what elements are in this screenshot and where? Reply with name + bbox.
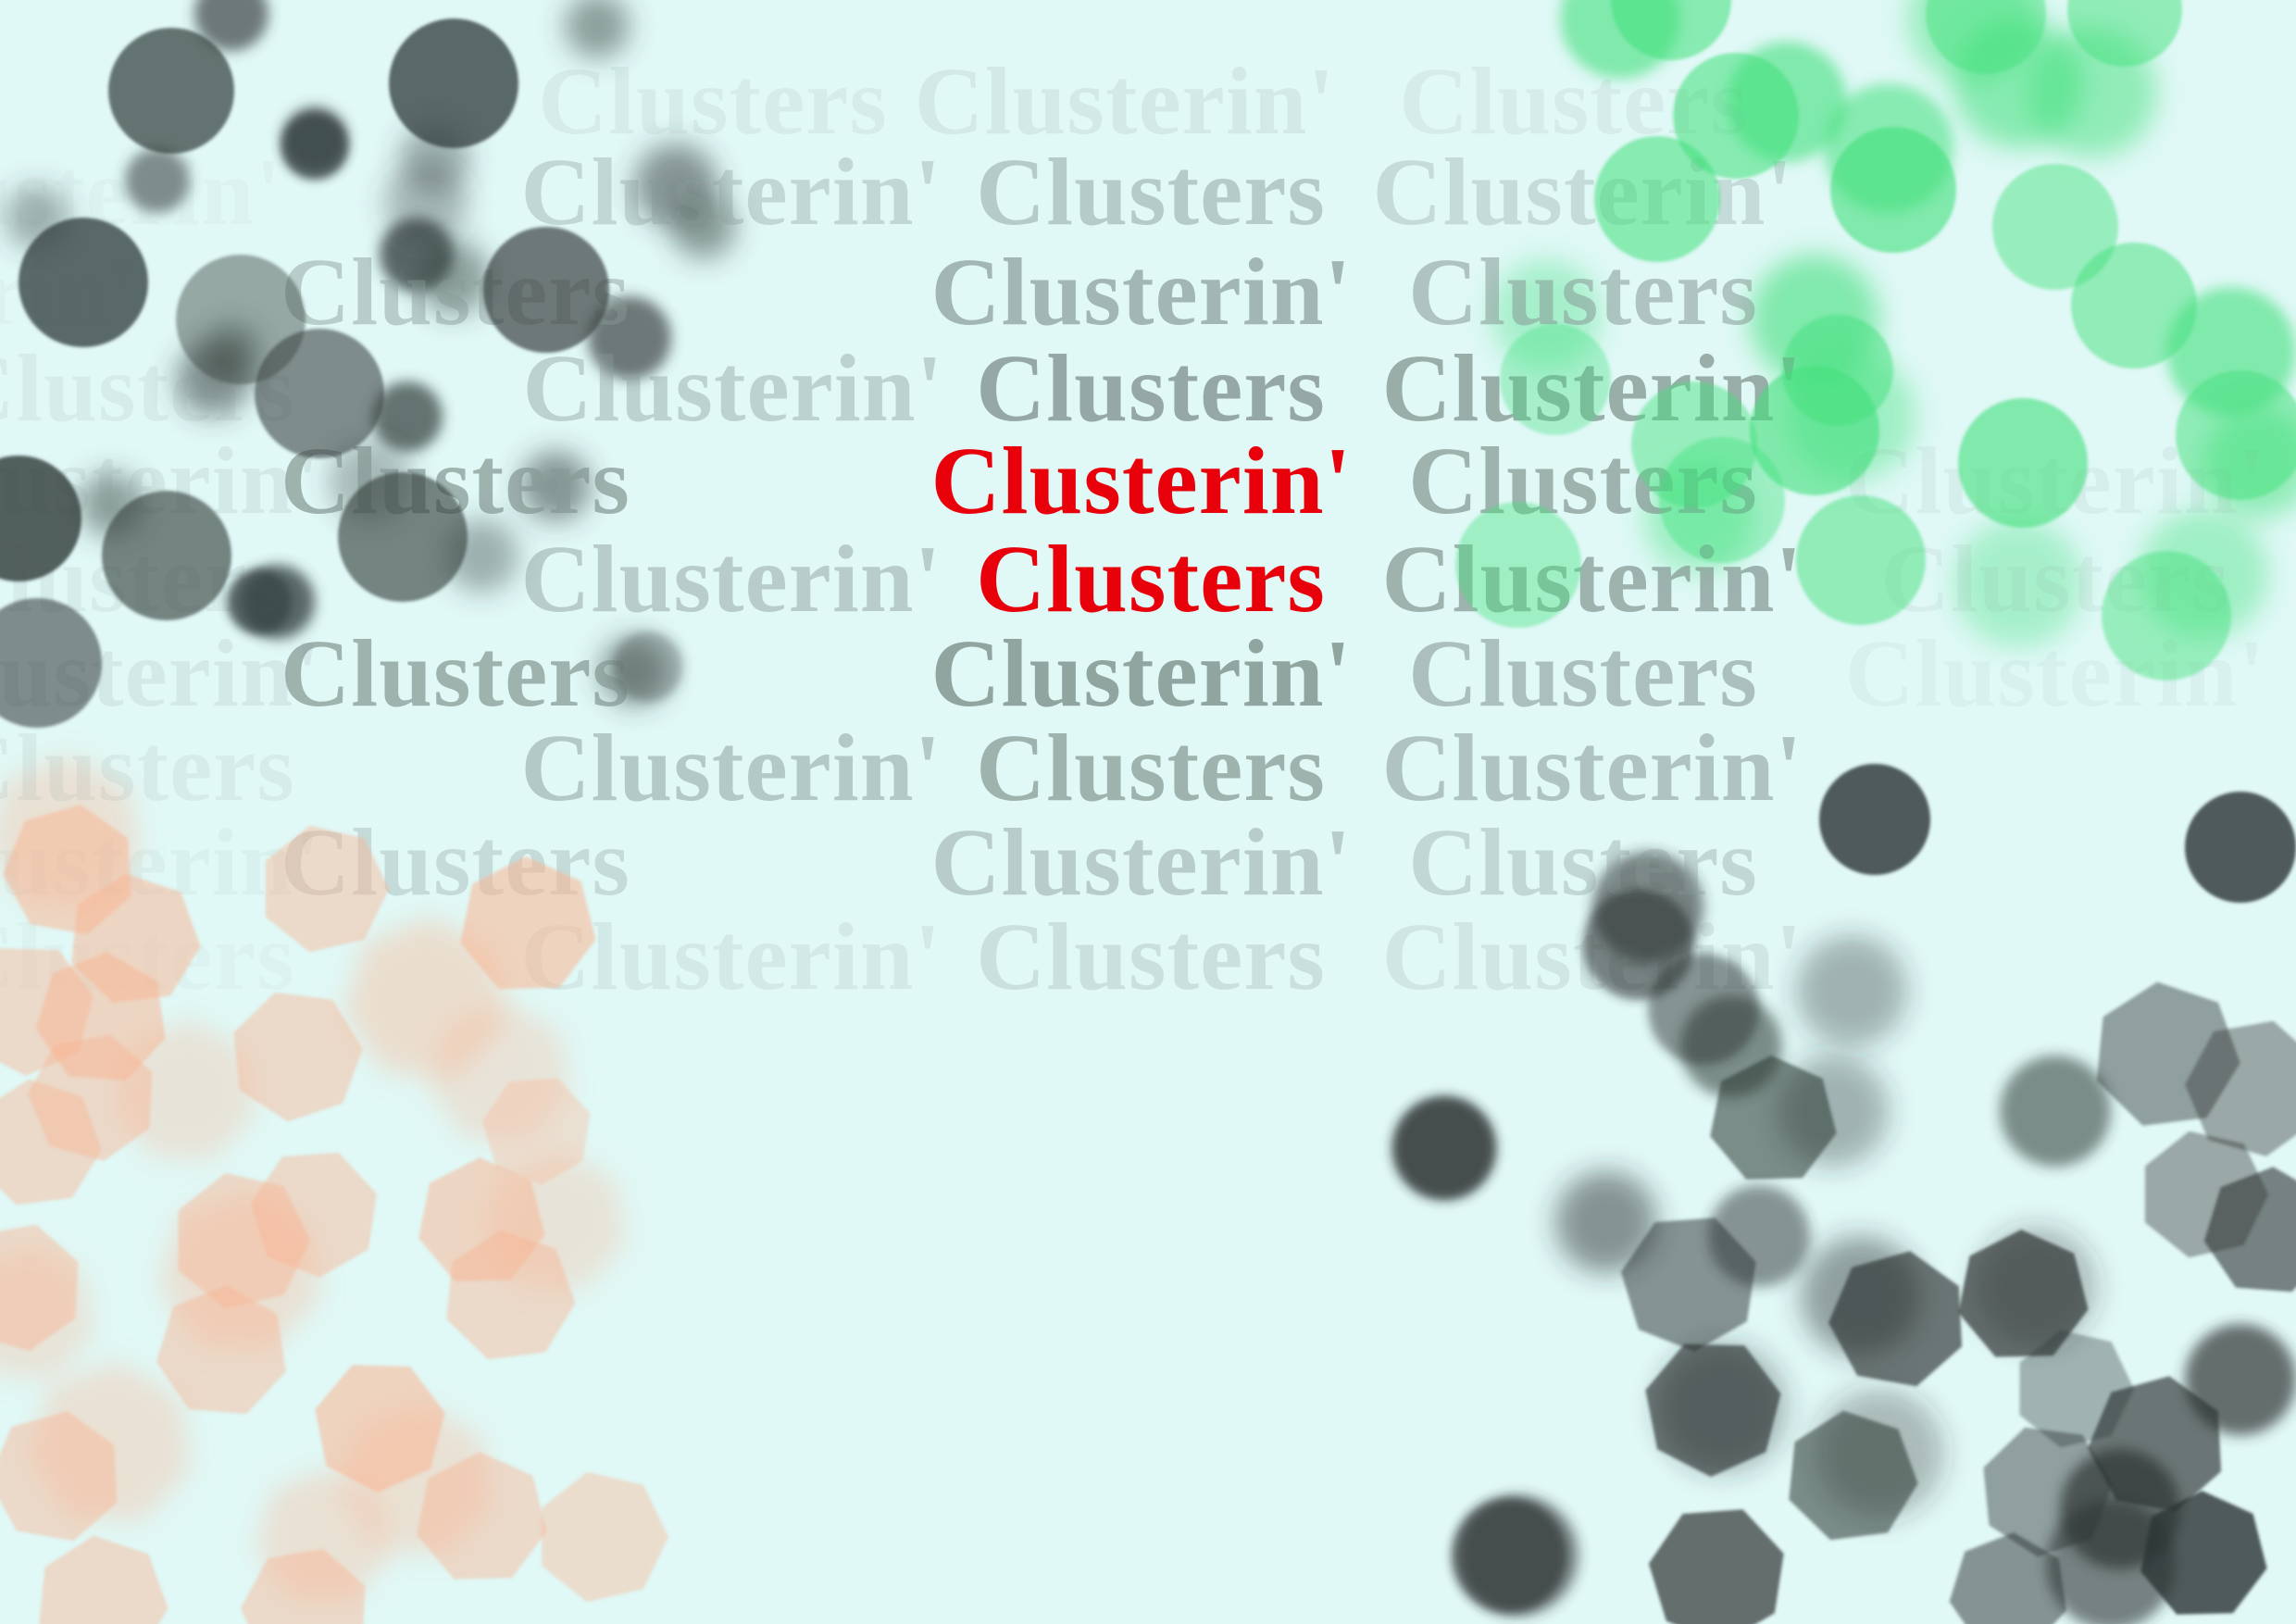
faded-word: Clusters (538, 48, 888, 155)
faded-word: Clusterin' (1381, 904, 1803, 1010)
faded-word: Clusters (1408, 620, 1758, 727)
faded-word: Clusterin' (1844, 620, 2266, 727)
faded-word: Clusters (281, 809, 630, 916)
faded-word: Clusterin' (0, 428, 322, 534)
faded-word: Clusterin' (0, 239, 137, 345)
faded-word: Clusters (0, 715, 295, 821)
faded-word: Clusterin' (520, 715, 942, 821)
faded-word: Clusters (1399, 48, 1749, 155)
faded-word: Clusterin' (0, 809, 322, 916)
faded-word: Clusterin' (914, 48, 1336, 155)
faded-word: Clusters (281, 239, 630, 345)
faded-word: Clusterin' (0, 139, 283, 245)
faded-word: Clusters (1880, 526, 2230, 632)
faded-word: Clusters (1408, 428, 1758, 534)
faded-word: Clusterin' (1381, 526, 1803, 632)
faded-word: Clusters (1408, 239, 1758, 345)
faded-word: Clusters (0, 904, 295, 1010)
faded-word: Clusterin' (520, 526, 942, 632)
faded-word: Clusters (976, 715, 1326, 821)
highlighted-word: Clusterin' (930, 428, 1353, 534)
faded-word: Clusterin' (0, 620, 322, 727)
faded-word: Clusterin' (1381, 715, 1803, 821)
faded-word: Clusterin' (930, 239, 1353, 345)
faded-word: Clusters (1408, 809, 1758, 916)
faded-word: Clusterin' (522, 335, 944, 442)
faded-word: Clusterin' (1844, 428, 2266, 534)
faded-word: Clusterin' (930, 620, 1353, 727)
faded-word: Clusters (281, 428, 630, 534)
faded-word: Clusters (976, 139, 1326, 245)
faded-word: Clusterin' (520, 139, 942, 245)
faded-word: Clusterin' (520, 904, 942, 1010)
faded-word: Clusterin' (1381, 335, 1803, 442)
faded-word: Clusters (0, 335, 295, 442)
faded-word: Clusters (0, 526, 286, 632)
faded-word: Clusters (976, 335, 1326, 442)
highlighted-word: Clusters (976, 526, 1326, 632)
faded-word: Clusterin' (930, 809, 1353, 916)
faded-word: Clusterin' (1372, 139, 1794, 245)
faded-word: Clusters (281, 620, 630, 727)
faded-word: Clusters (976, 904, 1326, 1010)
